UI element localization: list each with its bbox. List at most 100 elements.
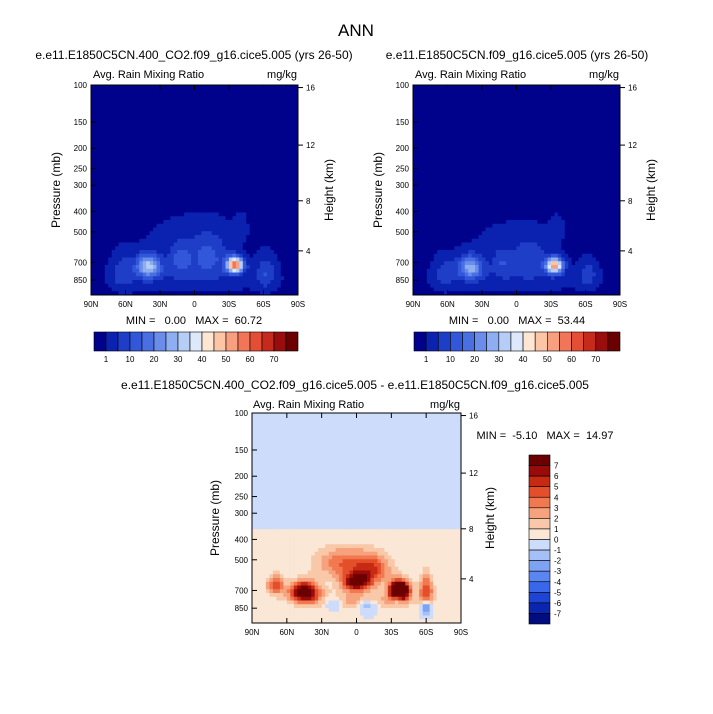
contour-cell: [430, 160, 435, 165]
contour-cell: [551, 163, 556, 169]
contour-cell: [122, 85, 127, 90]
contour-cell: [128, 272, 133, 277]
contour-cell: [588, 107, 593, 112]
contour-cell: [595, 118, 600, 124]
contour-cell: [128, 92, 133, 97]
contour-cell: [163, 283, 168, 289]
contour-cell: [215, 130, 220, 135]
contour-cell: [270, 257, 275, 262]
contour-cell: [170, 141, 175, 146]
contour-cell: [266, 261, 271, 266]
contour-cell: [132, 265, 137, 270]
contour-cell: [211, 92, 216, 97]
contour-cell: [218, 178, 223, 184]
contour-cell: [108, 122, 113, 127]
contour-cell: [509, 163, 514, 169]
contour-cell: [125, 175, 130, 180]
contour-cell: [423, 111, 428, 116]
contour-cell: [495, 100, 500, 105]
contour-cell: [142, 216, 147, 221]
contour-cell: [263, 283, 268, 289]
contour-cell: [153, 160, 158, 165]
contour-cell: [263, 85, 268, 90]
contour-cell: [609, 100, 614, 105]
contour-cell: [516, 122, 521, 127]
contour-cell: [561, 107, 566, 112]
contour-cell: [125, 118, 130, 124]
contour-cell: [235, 182, 240, 187]
contour-cell: [575, 118, 580, 124]
contour-cell: [225, 100, 230, 105]
contour-cell: [478, 167, 483, 172]
contour-cell: [142, 163, 147, 169]
contour-cell: [149, 242, 154, 247]
contour-cell: [104, 235, 109, 240]
contour-cell: [273, 272, 278, 277]
contour-cell: [153, 197, 158, 202]
contour-cell: [530, 171, 535, 176]
contour-cell: [499, 178, 504, 184]
contour-cell: [523, 88, 528, 94]
contour-cell: [516, 178, 521, 184]
contour-cell: [194, 272, 199, 277]
contour-cell: [118, 96, 123, 101]
contour-cell: [204, 137, 209, 142]
contour-cell: [270, 227, 275, 232]
contour-cell: [180, 111, 185, 116]
contour-cell: [139, 253, 144, 259]
contour-cell: [260, 276, 265, 281]
contour-cell: [142, 85, 147, 90]
contour-cell: [111, 111, 116, 116]
contour-cell: [526, 122, 531, 127]
contour-cell: [530, 92, 535, 97]
contour-cell: [204, 205, 209, 210]
contour-cell: [287, 152, 292, 157]
contour-cell: [194, 212, 199, 217]
contour-cell: [222, 238, 227, 244]
contour-cell: [149, 178, 154, 184]
contour-cell: [526, 107, 531, 112]
contour-cell: [273, 283, 278, 289]
contour-cell: [163, 111, 168, 116]
contour-cell: [115, 96, 120, 101]
contour-cell: [284, 227, 289, 232]
contour-cell: [540, 118, 545, 124]
contour-cell: [547, 133, 552, 139]
contour-cell: [609, 122, 614, 127]
contour-cell: [149, 197, 154, 202]
contour-cell: [291, 85, 296, 90]
contour-cell: [232, 148, 237, 154]
contour-cell: [482, 96, 487, 101]
contour-cell: [208, 201, 213, 206]
contour-cell: [232, 280, 237, 285]
contour-cell: [187, 182, 192, 187]
contour-cell: [447, 178, 452, 184]
contour-cell: [197, 235, 202, 240]
contour-cell: [122, 231, 127, 236]
contour-cell: [232, 118, 237, 124]
contour-cell: [419, 111, 424, 116]
contour-cell: [537, 133, 542, 139]
contour-cell: [571, 141, 576, 146]
contour-cell: [101, 190, 106, 195]
contour-cell: [146, 231, 151, 236]
y-tick-label: 300: [74, 181, 88, 190]
contour-cell: [284, 163, 289, 169]
contour-cell: [582, 148, 587, 154]
contour-cell: [561, 122, 566, 127]
contour-cell: [211, 171, 216, 176]
contour-cell: [211, 85, 216, 90]
contour-cell: [263, 272, 268, 277]
contour-cell: [222, 246, 227, 251]
contour-cell: [266, 268, 271, 274]
contour-cell: [156, 126, 161, 131]
contour-cell: [104, 175, 109, 180]
contour-cell: [609, 107, 614, 112]
contour-cell: [437, 118, 442, 124]
contour-cell: [426, 103, 431, 109]
contour-cell: [149, 163, 154, 169]
contour-cell: [235, 163, 240, 169]
contour-cell: [609, 156, 614, 161]
contour-cell: [128, 137, 133, 142]
contour-cell: [530, 111, 535, 116]
